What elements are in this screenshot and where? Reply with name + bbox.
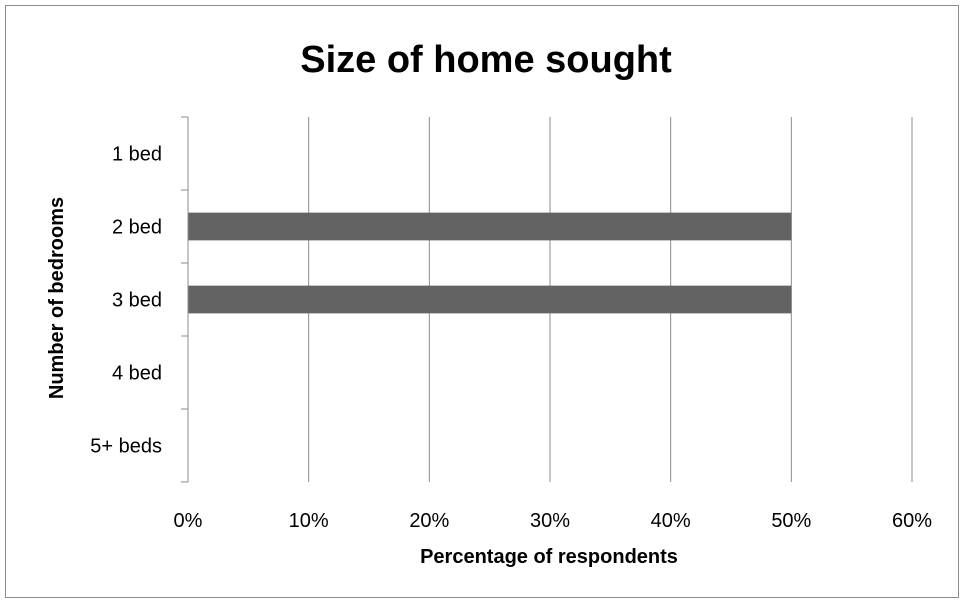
bars xyxy=(188,212,792,314)
y-tick-label: 2 bed xyxy=(112,217,162,239)
x-axis-title: Percentage of respondents xyxy=(420,546,678,568)
x-tick-label: 20% xyxy=(409,510,449,532)
y-axis-title: Number of bedrooms xyxy=(46,197,68,399)
y-tick-label: 5+ beds xyxy=(90,436,162,458)
x-tick-label: 30% xyxy=(530,510,570,532)
y-tick-label: 1 bed xyxy=(112,144,162,166)
y-tick-label: 4 bed xyxy=(112,363,162,385)
bar xyxy=(188,212,792,241)
x-tick-label: 10% xyxy=(289,510,329,532)
y-tick-labels: 1 bed 2 bed 3 bed 4 bed 5+ beds xyxy=(90,144,162,458)
axes xyxy=(181,116,189,483)
x-tick-label: 50% xyxy=(771,510,811,532)
x-tick-label: 0% xyxy=(174,510,203,532)
x-tick-labels: 0% 10% 20% 30% 40% 50% 60% xyxy=(174,510,933,532)
chart-title: Size of home sought xyxy=(300,39,672,81)
x-tick-label: 60% xyxy=(892,510,932,532)
x-tick-label: 40% xyxy=(651,510,691,532)
y-tick-label: 3 bed xyxy=(112,290,162,312)
bar xyxy=(188,285,792,314)
